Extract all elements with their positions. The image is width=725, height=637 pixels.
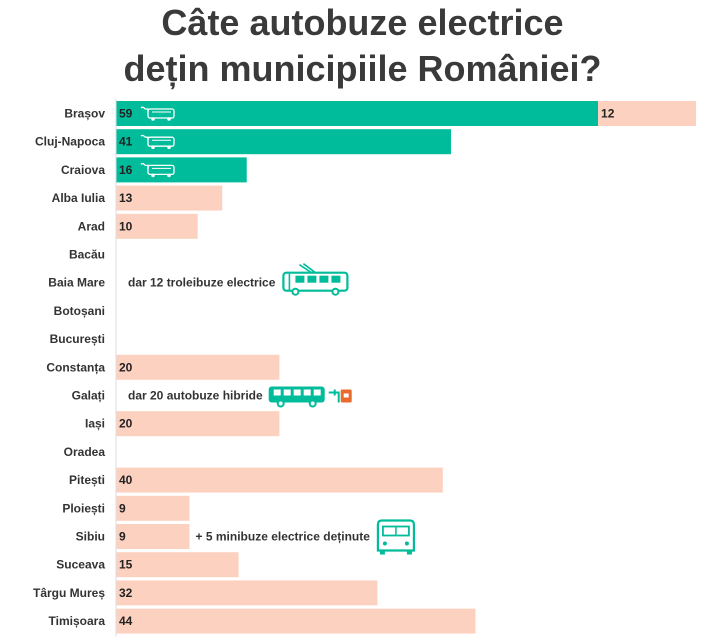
value-label-other: 12	[601, 107, 615, 121]
value-label-other: 13	[119, 191, 133, 205]
category-label: Târgu Mureș	[33, 586, 105, 600]
value-label-other: 32	[119, 586, 133, 600]
annotation-text: dar 12 troleibuze electrice	[128, 276, 276, 290]
bar-other	[116, 185, 223, 211]
category-label: Galați	[72, 389, 105, 403]
bar-electric	[116, 101, 599, 126]
category-label: Pitești	[69, 473, 105, 487]
category-label: Sibiu	[76, 530, 105, 544]
bar-other	[598, 101, 697, 126]
value-label-other: 40	[119, 473, 133, 487]
value-label-electric: 41	[119, 135, 133, 149]
category-label: Bacău	[69, 248, 105, 262]
bar-other	[116, 608, 476, 634]
bar-other	[116, 495, 190, 521]
category-label: Cluj-Napoca	[35, 135, 105, 149]
category-label: Ploiești	[62, 501, 105, 515]
value-label-other: 15	[119, 558, 133, 572]
category-label: Botoșani	[54, 304, 105, 318]
chart-title: Câte autobuze electrice dețin municipiil…	[0, 0, 725, 92]
bar-other	[116, 524, 190, 549]
category-label: Constanța	[46, 360, 105, 374]
category-label: Brașov	[64, 107, 105, 121]
value-label-other: 9	[119, 501, 126, 515]
category-label: Arad	[78, 219, 105, 233]
bar-electric	[116, 157, 247, 183]
value-label-other: 20	[119, 360, 133, 374]
electric-bus-icon	[140, 134, 175, 149]
hybrid-bus-icon	[268, 386, 352, 408]
value-label-other: 44	[119, 614, 133, 628]
value-label-electric: 59	[119, 107, 133, 121]
value-label-electric: 16	[119, 163, 133, 177]
category-label: Suceava	[56, 558, 105, 572]
category-label: Alba Iulia	[52, 191, 106, 205]
bar-electric	[116, 129, 451, 155]
category-label: Baia Mare	[48, 276, 105, 290]
category-label: Iași	[85, 417, 105, 431]
value-label-other: 9	[119, 530, 126, 544]
electric-bus-icon	[140, 106, 175, 121]
annotation-text: + 5 minibuze electrice deținute	[196, 530, 371, 544]
bar-other	[116, 552, 239, 578]
value-label-other: 10	[119, 219, 133, 233]
chart-title-line2: dețin municipiile României?	[123, 48, 602, 89]
electric-bus-icon	[140, 162, 175, 178]
annotation-text: dar 20 autobuze hibride	[128, 389, 263, 403]
value-label-other: 20	[119, 417, 133, 431]
category-label: Craiova	[61, 163, 105, 177]
bar-other	[116, 213, 198, 239]
bar-other	[116, 411, 280, 437]
trolleybus-icon	[282, 263, 349, 296]
category-label: Timișoara	[49, 614, 106, 628]
chart-title-line1: Câte autobuze electrice	[161, 2, 564, 43]
category-label: București	[50, 332, 105, 346]
minibus-icon	[376, 519, 416, 555]
bar-other	[116, 354, 280, 380]
bar-other	[116, 580, 378, 606]
bar-other	[116, 467, 443, 493]
category-label: Oradea	[64, 445, 106, 459]
